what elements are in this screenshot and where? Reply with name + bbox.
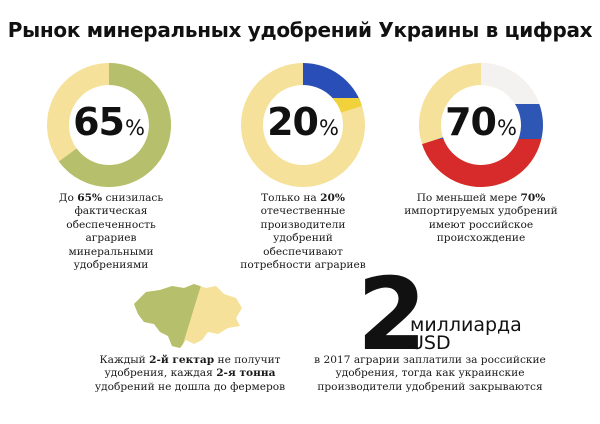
- hectare-caption: Каждый 2-й гектар не получит удобрения, …: [94, 354, 286, 393]
- page-title: Рынок минеральных удобрений Украины в ци…: [7, 18, 593, 42]
- donut-chart: [47, 63, 171, 187]
- stat-number: 20: [267, 100, 319, 144]
- stat-number: 70: [445, 100, 497, 144]
- ring-fill-arc: [58, 63, 171, 187]
- stat-ring-65: 65%: [44, 60, 194, 210]
- stat-value: 20%: [238, 100, 368, 144]
- donut-chart: [419, 63, 543, 187]
- stat-unit: %: [496, 116, 517, 140]
- stat-value: 65%: [44, 100, 174, 144]
- stat-number: 65: [73, 100, 125, 144]
- stat-unit: %: [318, 116, 339, 140]
- stat-ring-20: 20%: [238, 60, 388, 210]
- stat-caption: До 65% снизилась фактическая обеспеченно…: [58, 192, 164, 272]
- donut-chart: [241, 62, 365, 187]
- stat-caption: По меньшей мере 70% импортируемых удобре…: [404, 192, 558, 245]
- ukraine-map-icon: [134, 284, 242, 348]
- billion-number: 2: [357, 256, 427, 373]
- stat-caption: Только на 20% отечественные производител…: [240, 192, 366, 272]
- billion-unit: миллиарда USD: [410, 314, 522, 354]
- stat-value: 70%: [416, 100, 546, 144]
- stat-unit: %: [124, 116, 145, 140]
- stat-ring-70: 70%: [416, 60, 566, 210]
- billion-caption: в 2017 аграрии заплатили за российские у…: [314, 354, 546, 393]
